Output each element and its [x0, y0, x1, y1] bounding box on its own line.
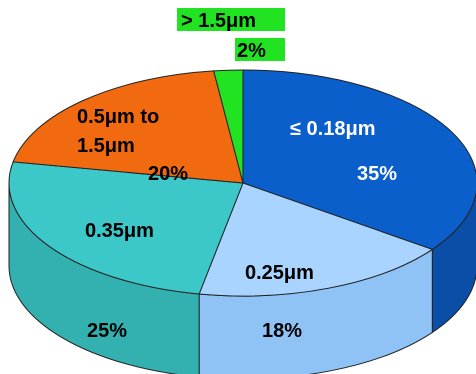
- pie-labels: ≤ 0.18μm 35% 0.25μm 18% 0.35μm 25% 0.5μm to 1.5…: [77, 8, 397, 342]
- slice-label-4: > 1.5μm: [181, 10, 256, 32]
- pie-tops: [8, 69, 476, 297]
- pie-slice-0: [242, 69, 476, 250]
- pie-slice-4: [213, 69, 244, 184]
- pie-sides: [8, 183, 476, 374]
- slice-value-0: 35%: [357, 163, 397, 185]
- slice-label-bg-4: [177, 8, 285, 31]
- slice-value-4: 2%: [237, 40, 266, 62]
- slice-label-1: 0.25μm: [245, 262, 314, 284]
- slice-label-0: ≤ 0.18μm: [290, 118, 375, 140]
- slice-value-1: 18%: [262, 320, 302, 342]
- slice-value-2: 25%: [87, 320, 127, 342]
- slice-label-2: 0.35μm: [85, 220, 154, 242]
- pie-slice-2: [8, 161, 244, 295]
- slice-label-3: 1.5μm: [77, 135, 135, 157]
- slice-value-bg-4: [235, 38, 285, 61]
- pie-slice-3: [12, 70, 244, 184]
- pie-slice-1: [198, 182, 434, 297]
- slice-value-3: 20%: [148, 163, 188, 185]
- slice-label-3: 0.5μm to: [77, 106, 159, 128]
